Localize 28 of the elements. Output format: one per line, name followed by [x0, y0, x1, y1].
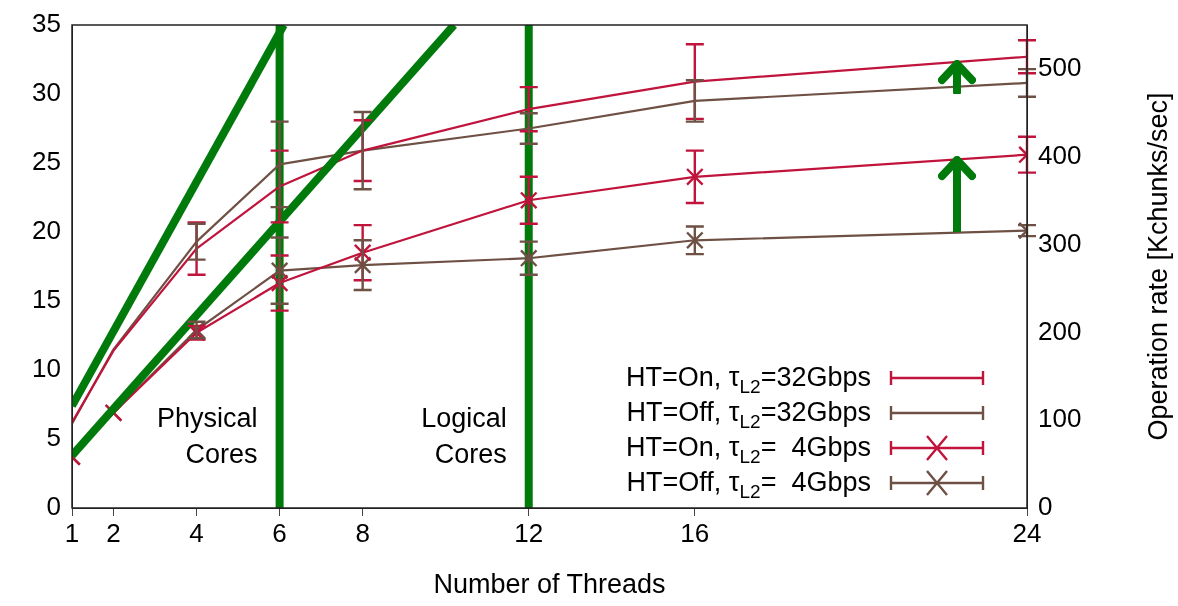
x-tick-label: 6	[272, 517, 287, 548]
y-tick-label: 20	[32, 215, 61, 246]
x-tick-label: 16	[680, 517, 710, 548]
y2-tick-label: 500	[1038, 52, 1082, 83]
y-tick-label: 35	[32, 8, 61, 39]
legend-label: HT=On, τ$_{L2}$=32Gbps	[626, 361, 871, 397]
y-tick-label: 0	[46, 491, 61, 522]
x-tick-label: 12	[514, 517, 544, 548]
y-tick-label: 5	[46, 422, 61, 453]
x-tick-label: 4	[189, 517, 204, 548]
y2-tick-label: 400	[1038, 139, 1082, 170]
y2-axis-title: Operation rate [Kchunks/sec]	[1143, 92, 1174, 441]
legend-label: HT=Off, τ$_{L2}$= 4Gbps	[626, 466, 871, 502]
annotation: Physical Cores	[157, 403, 258, 470]
annotation: Logical Cores	[421, 403, 507, 470]
legend-label: HT=On, τ$_{L2}$= 4Gbps	[626, 431, 871, 467]
y2-tick-label: 300	[1038, 227, 1082, 258]
legend-label: HT=Off, τ$_{L2}$=32Gbps	[626, 396, 871, 432]
x-axis-title: Number of Threads	[433, 569, 666, 600]
y2-tick-label: 100	[1038, 403, 1082, 434]
y-tick-label: 15	[32, 284, 61, 315]
y-tick-label: 25	[32, 146, 61, 177]
x-tick-label: 2	[106, 517, 121, 548]
y-tick-label: 30	[32, 77, 61, 108]
x-tick-label: 1	[64, 517, 80, 548]
y2-tick-label: 200	[1038, 315, 1082, 346]
y-tick-label: 10	[32, 353, 61, 384]
x-tick-label: 8	[355, 517, 370, 548]
